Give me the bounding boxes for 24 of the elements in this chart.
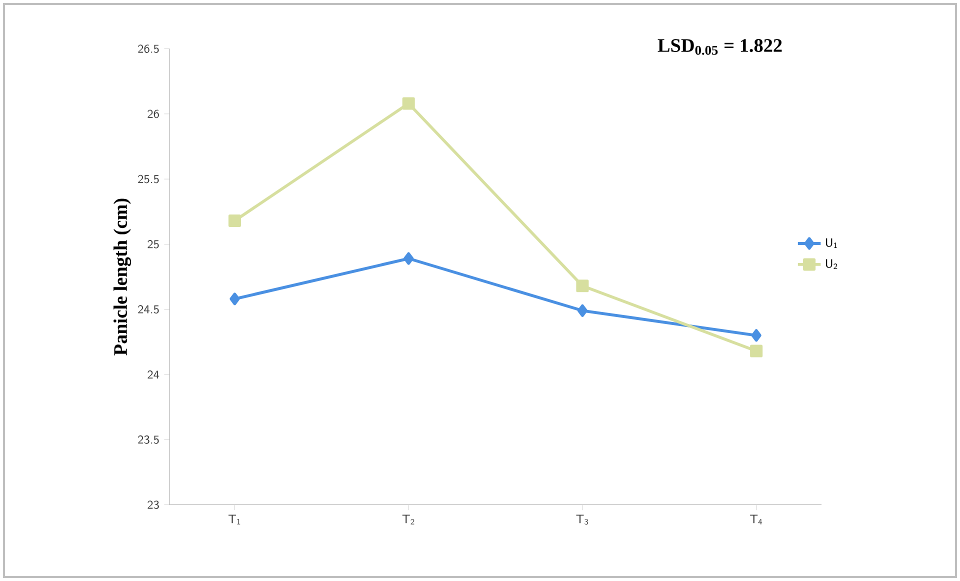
point	[577, 304, 588, 317]
point	[228, 214, 241, 228]
y-tick-label: 26.5	[138, 44, 159, 53]
point	[402, 97, 415, 110]
point	[230, 292, 240, 306]
legend-label: U$_{1}$	[826, 238, 837, 248]
x-tick-label: T$_{2}$	[402, 514, 414, 524]
point	[751, 329, 762, 342]
x-tick-label: T$_{4}$	[750, 514, 762, 524]
x-tick-label: T$_{3}$	[576, 514, 588, 525]
y-tick-label: 24	[148, 370, 160, 379]
x-tick-label: T$_{1}$	[228, 514, 240, 524]
point	[404, 252, 414, 265]
y-tick-label: 26	[148, 110, 159, 118]
y-axis-title: Panicle length (cm)	[114, 198, 132, 356]
point	[750, 344, 763, 358]
y-tick-label: 23.5	[138, 435, 159, 444]
y-tick-label: 24.5	[138, 305, 159, 314]
y-tick-label: 25	[148, 240, 159, 248]
legend-label: U$_{2}$	[826, 259, 838, 269]
point	[576, 280, 589, 292]
annotation: LSD$_{0.05}$ = 1.822	[658, 39, 782, 55]
y-tick-label: 25.5	[138, 174, 159, 184]
y-tick-label: 23	[148, 500, 159, 509]
